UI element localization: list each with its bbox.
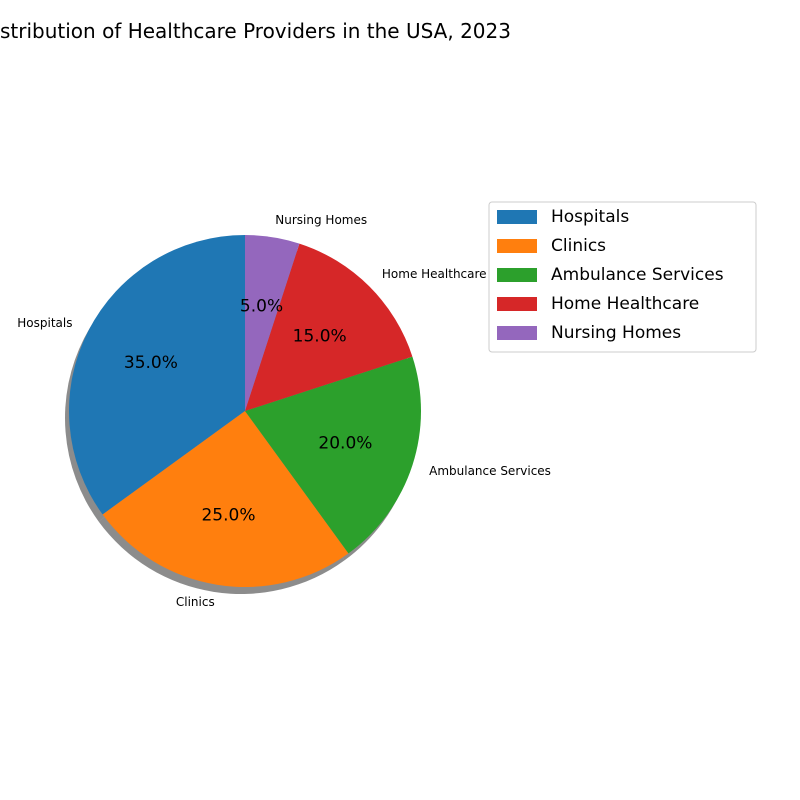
pie-slices [69,235,422,588]
legend-swatch-clinics [497,239,537,253]
legend-frame [488,201,757,353]
slice-percent-home-healthcare: 15.0% [293,326,347,346]
legend-label-nursing-homes: Nursing Homes [551,323,681,343]
legend-swatch-nursing-homes [497,326,537,340]
legend-swatch-hospitals [497,210,537,224]
legend-label-ambulance-services: Ambulance Services [551,265,724,285]
slice-percent-hospitals: 35.0% [124,353,178,373]
slice-percent-nursing-homes: 5.0% [240,297,283,317]
pie-slice-nursing-homes [245,235,300,411]
legend-label-hospitals: Hospitals [551,207,629,227]
legend: Hospitals Clinics Ambulance Services Home H… [488,201,757,353]
slice-label-hospitals: Hospitals [17,316,72,330]
slice-label-nursing-homes: Nursing Homes [275,213,367,227]
pie-slice-clinics [102,411,349,588]
pie-percent-labels: 35.0% 25.0% 20.0% 15.0% 5.0% [124,297,373,526]
legend-label-home-healthcare: Home Healthcare [551,294,699,314]
pie-labels: Hospitals Clinics Ambulance Services Home H… [17,213,551,609]
slice-percent-ambulance-services: 20.0% [318,434,372,454]
legend-label-clinics: Clinics [551,236,606,256]
legend-swatch-home-healthcare [497,297,537,311]
legend-swatch-ambulance-services [497,268,537,282]
pie-slice-ambulance-services [245,356,422,554]
slice-percent-clinics: 25.0% [201,505,255,525]
pie-slice-hospitals [69,235,245,515]
chart-title: Distribution of Healthcare Providers in … [0,19,511,43]
slice-label-clinics: Clinics [176,595,215,609]
slice-label-ambulance-services: Ambulance Services [429,464,551,478]
slice-label-home-healthcare: Home Healthcare [382,267,487,281]
legend-items: Hospitals Clinics Ambulance Services Home H… [497,207,724,343]
pie-slice-home-healthcare [245,243,413,411]
